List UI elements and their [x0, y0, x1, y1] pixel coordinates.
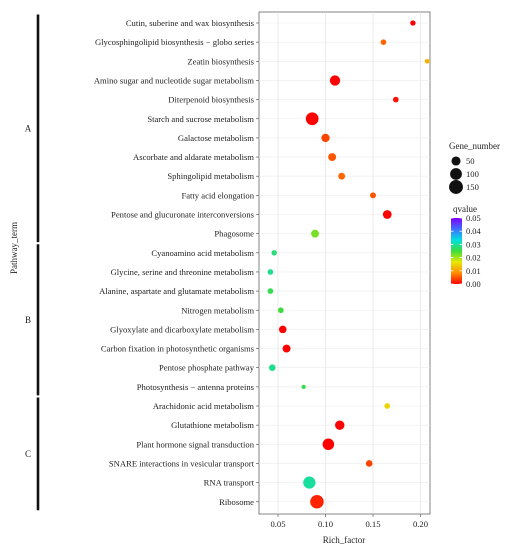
pathway-label: Zeatin biosynthesis: [187, 56, 254, 66]
data-point: [365, 460, 373, 467]
data-point: [267, 269, 274, 275]
pathway-label: Plant hormone signal transduction: [136, 439, 254, 449]
x-axis: 0.05 0.10 0.15 0.20: [270, 514, 428, 529]
colorbar-tick-label: 0.01: [466, 267, 481, 276]
pathway-label: Starch and sucrose metabolism: [147, 114, 254, 124]
colorbar-tick-label: 0.03: [466, 240, 481, 249]
data-point: [271, 250, 277, 256]
pathway-label: Pentose and glucuronate interconversions: [111, 210, 255, 220]
color-legend: qvalue 0.05 0.04 0.03 0.02 0.01 0.00: [451, 204, 481, 289]
data-point: [282, 344, 291, 353]
data-point: [278, 307, 284, 314]
data-point: [267, 288, 274, 294]
size-legend-dot: [449, 180, 463, 194]
size-legend-label: 50: [466, 156, 475, 166]
data-point: [321, 133, 330, 143]
x-axis-title: Rich_factor: [323, 535, 365, 545]
group-label: B: [25, 315, 31, 325]
pathway-label: Ribosome: [219, 497, 254, 507]
pathway-label: Diterpenoid biosynthesis: [168, 95, 254, 105]
pathway-label: Cyanoamino acid metabolism: [151, 248, 254, 258]
data-point: [335, 420, 345, 430]
data-point: [310, 494, 324, 509]
data-point: [380, 39, 387, 45]
data-point: [384, 403, 391, 409]
pathway-label: SNARE interactions in vesicular transpor…: [109, 458, 255, 468]
pathway-label: Nitrogen metabolism: [181, 305, 254, 315]
pathway-label: Glyoxylate and dicarboxylate metabolism: [110, 324, 254, 334]
x-tick-label: 0.10: [318, 519, 333, 529]
size-legend-label: 150: [466, 182, 479, 192]
pathway-label: Fatty acid elongation: [181, 190, 254, 200]
data-point: [278, 325, 287, 334]
data-point: [305, 112, 319, 126]
colorbar-tick-label: 0.00: [466, 280, 481, 289]
pathway-label: Amino sugar and nucleotide sugar metabol…: [94, 75, 254, 85]
colorbar-tick-label: 0.05: [466, 214, 481, 223]
colorbar-tick-label: 0.04: [466, 227, 481, 236]
pathway-label: RNA transport: [204, 478, 255, 488]
data-points: [267, 20, 430, 509]
pathway-labels: Cutin, suberine and wax biosynthesis Glyc…: [94, 18, 259, 507]
x-tick-label: 0.05: [270, 519, 285, 529]
pathway-label: Glycosphingolipid biosynthesis − globo s…: [95, 37, 255, 47]
x-tick-label: 0.20: [413, 519, 428, 529]
data-point: [424, 58, 430, 64]
group-brackets: A B C: [25, 14, 40, 511]
data-point: [301, 384, 306, 389]
color-legend-title: qvalue: [453, 204, 477, 214]
plot-panel: [258, 11, 431, 515]
x-tick-label: 0.15: [365, 519, 380, 529]
pathway-label: Galactose metabolism: [178, 133, 254, 143]
pathway-label: Pentose phosphate pathway: [159, 363, 255, 373]
size-legend-title: Gene_number: [449, 141, 500, 151]
data-point: [392, 96, 399, 103]
data-point: [328, 153, 337, 162]
pathway-label: Arachidonic acid metabolism: [153, 401, 254, 411]
size-legend-dot: [451, 156, 461, 166]
size-legend-dot: [450, 168, 462, 180]
group-label: A: [25, 123, 32, 133]
data-point: [338, 172, 346, 180]
data-point: [382, 210, 392, 219]
qvalue-colorbar: [451, 218, 462, 284]
data-point: [311, 229, 320, 238]
group-label: C: [25, 449, 31, 459]
pathway-label: Ascorbate and aldarate metabolism: [133, 152, 254, 162]
data-point: [303, 476, 316, 489]
data-point: [370, 192, 376, 199]
data-point: [268, 364, 276, 372]
pathway-label: Photosynthesis − antenna proteins: [137, 382, 255, 392]
pathway-label: Carbon fixation in photosynthetic organi…: [101, 344, 255, 354]
colorbar-tick-label: 0.02: [466, 254, 481, 263]
size-legend-label: 100: [466, 169, 479, 179]
pathway-label: Glutathione metabolism: [171, 420, 254, 430]
data-point: [322, 438, 335, 451]
size-legend: Gene_number 50 100 150: [449, 141, 500, 194]
pathway-label: Alanine, aspartate and glutamate metabol…: [99, 286, 254, 296]
y-axis-title: Pathway_term: [9, 222, 19, 274]
data-point: [410, 20, 416, 26]
pathway-label: Sphingolipid metabolism: [167, 171, 254, 181]
pathway-label: Glycine, serine and threonine metabolism: [111, 267, 255, 277]
pathway-label: Cutin, suberine and wax biosynthesis: [126, 18, 255, 28]
pathway-label: Phagosome: [214, 229, 254, 239]
data-point: [329, 75, 341, 86]
